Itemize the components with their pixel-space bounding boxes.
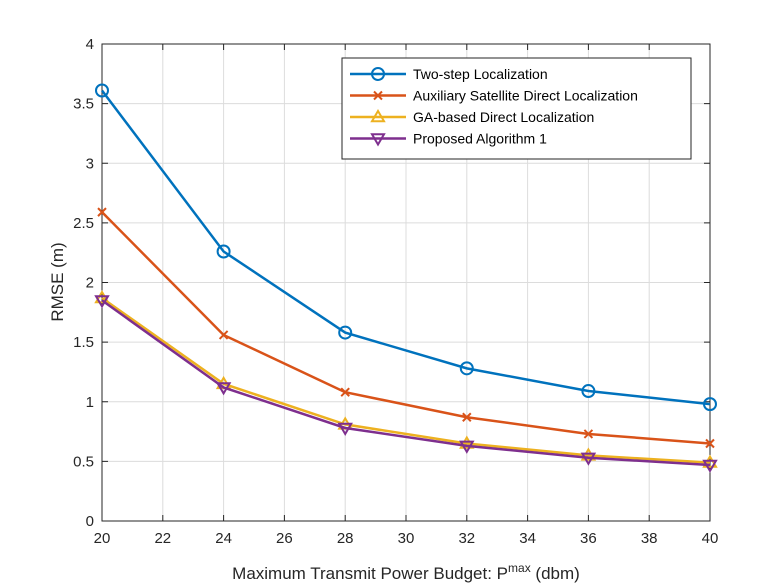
- triangle-down-marker: [459, 440, 475, 454]
- x-tick-label: 28: [337, 530, 354, 547]
- x-marker-stroke: [583, 429, 594, 439]
- circle-marker: [95, 83, 109, 98]
- x-marker-stroke: [373, 90, 383, 101]
- legend-box: [341, 57, 692, 160]
- legend-label: GA-based Direct Localization: [413, 109, 594, 125]
- x-marker: [218, 330, 229, 340]
- x-marker: [705, 438, 715, 449]
- x-marker-stroke: [340, 387, 350, 397]
- legend-item: Auxiliary Satellite Direct Localization: [350, 88, 638, 104]
- x-tick-label: 20: [94, 530, 111, 547]
- legend-item: GA-based Direct Localization: [350, 109, 594, 125]
- y-tick-label: 2: [86, 275, 94, 292]
- y-tick-label: 3.5: [73, 96, 94, 113]
- triangle-down-marker: [337, 422, 353, 436]
- series-layer: [94, 83, 718, 473]
- x-marker: [462, 412, 472, 422]
- circle-marker: [338, 325, 353, 340]
- x-marker: [97, 207, 107, 217]
- circle-marker: [581, 384, 596, 399]
- circle-marker: [459, 361, 474, 376]
- series-two-step-localization: [95, 83, 717, 412]
- legend-item: Proposed Algorithm 1: [350, 131, 547, 147]
- x-marker: [373, 90, 383, 101]
- x-tick-label: 34: [519, 530, 536, 547]
- series-line: [101, 299, 711, 467]
- triangle-down-marker: [94, 295, 110, 309]
- x-tick-label: 30: [398, 530, 415, 547]
- y-tick-label: 0: [86, 513, 94, 530]
- series-line: [101, 89, 711, 406]
- series-line: [101, 296, 711, 464]
- x-tick-label: 32: [458, 530, 475, 547]
- series-auxiliary-satellite-direct-localization: [97, 207, 715, 449]
- series-proposed-algorithm-1: [94, 295, 718, 473]
- x-tick-label: 38: [641, 530, 658, 547]
- y-tick-label: 4: [86, 36, 94, 53]
- x-marker: [583, 429, 594, 439]
- y-axis-label: RMSE (m): [48, 242, 67, 321]
- x-tick-label: 26: [276, 530, 293, 547]
- x-marker-stroke: [705, 438, 715, 449]
- x-marker-stroke: [218, 330, 229, 340]
- y-tick-label: 2.5: [73, 215, 94, 232]
- legend-item: Two-step Localization: [350, 66, 548, 82]
- y-tick-label: 1.5: [73, 334, 94, 351]
- triangle-down-marker: [370, 133, 386, 147]
- x-axis-label: Maximum Transmit Power Budget: Pmax (dbm…: [232, 561, 580, 583]
- circle-marker: [703, 397, 717, 412]
- circle-marker: [216, 244, 231, 259]
- legend-label: Two-step Localization: [413, 66, 548, 82]
- legend-label: Auxiliary Satellite Direct Localization: [413, 88, 638, 104]
- triangle-down-marker: [702, 459, 718, 473]
- x-tick-label: 24: [215, 530, 232, 547]
- x-tick-label: 36: [580, 530, 597, 547]
- x-marker: [340, 387, 350, 397]
- x-marker-stroke: [97, 207, 107, 217]
- y-tick-label: 3: [86, 155, 94, 172]
- x-marker-stroke: [462, 412, 472, 422]
- legend-label: Proposed Algorithm 1: [413, 131, 547, 147]
- y-tick-label: 0.5: [73, 453, 94, 470]
- triangle-down-marker: [215, 382, 232, 396]
- y-tick-label: 1: [86, 394, 94, 411]
- triangle-down-marker: [580, 452, 597, 466]
- triangle-up-marker: [370, 109, 386, 123]
- circle-marker: [371, 67, 385, 81]
- x-tick-label: 22: [154, 530, 171, 547]
- x-tick-label: 40: [702, 530, 719, 547]
- tick-labels: 20 22 24 26 28 30 32 34 36 38 40 0 0.5 1 1.5 2 2.5 3 3.5 4: [73, 36, 718, 547]
- legend: Two-step Localization Auxiliary Satellite…: [341, 57, 692, 160]
- axis-ticks: [101, 43, 711, 522]
- series-line: [101, 211, 711, 445]
